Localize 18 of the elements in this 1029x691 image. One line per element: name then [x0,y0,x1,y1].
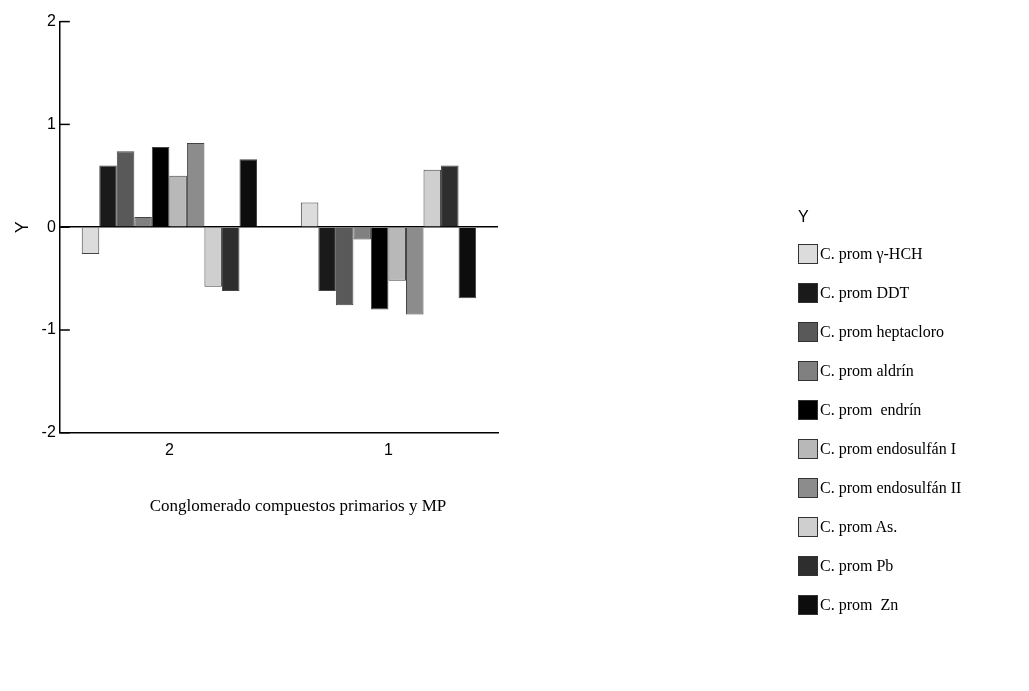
y-tick-label: -2 [41,423,56,441]
x-axis-title: Conglomerado compuestos primarios y MP [148,496,448,516]
y-axis-title: Y [11,221,32,234]
y-tick-label: 0 [46,217,56,235]
y-tick-label: 2 [46,12,56,30]
legend-label: C. prom endosulfán I [820,440,956,458]
y-tick-label: -1 [41,320,56,338]
y-tick-label: 1 [46,114,56,132]
legend-label: C. prom heptacloro [820,323,944,341]
legend-label: C. prom endosulfán II [820,479,962,497]
legend-label: C. prom Pb [820,557,894,575]
legend-label: C. prom endrín [820,401,922,419]
legend-label: C. prom As. [820,518,898,536]
legend-label: C. prom aldrín [820,362,914,380]
legend-label: C. prom Zn [820,596,899,614]
legend-title: Y [798,208,810,226]
legend-label: C. prom γ-HCH [820,245,923,263]
legend-label: C. prom DDT [820,284,910,302]
